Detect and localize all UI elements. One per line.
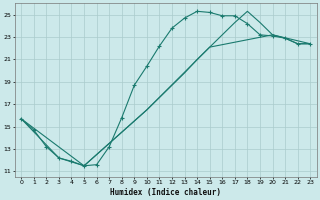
X-axis label: Humidex (Indice chaleur): Humidex (Indice chaleur) — [110, 188, 221, 197]
